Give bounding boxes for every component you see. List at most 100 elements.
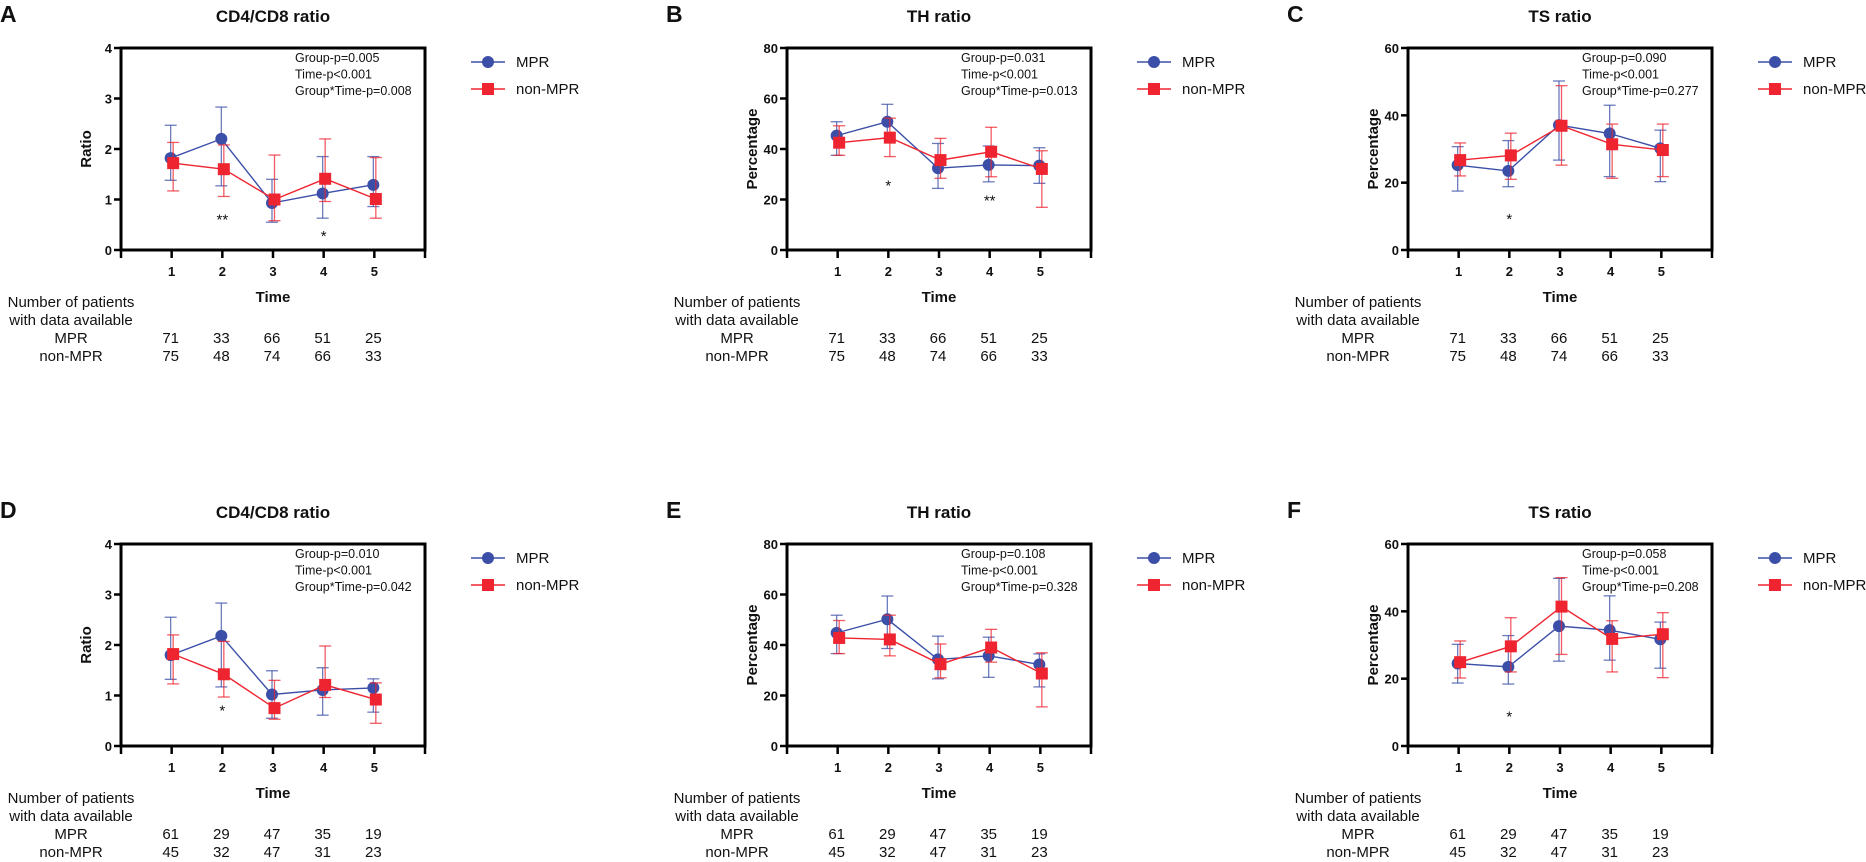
patient-count: 71 — [828, 330, 845, 347]
patient-count: 66 — [1601, 348, 1618, 365]
table-row-label: non-MPR — [39, 348, 103, 365]
patient-count: 66 — [264, 330, 281, 347]
data-point-square — [883, 633, 896, 646]
y-tick-label: 60 — [764, 92, 778, 107]
data-point-square — [1606, 138, 1619, 151]
p-value-text: Time-p<0.001 — [295, 564, 372, 578]
table-header: with data available — [8, 808, 132, 825]
patient-count: 23 — [1652, 844, 1669, 861]
data-point-circle — [367, 178, 380, 191]
legend-label: non-MPR — [1182, 577, 1246, 594]
data-point-square — [1504, 640, 1517, 653]
data-point-square — [1656, 144, 1669, 157]
patient-count: 25 — [1031, 330, 1048, 347]
y-axis-label: Percentage — [744, 109, 761, 190]
panel-letter: F — [1287, 497, 1301, 523]
legend-label: MPR — [516, 54, 550, 71]
patient-count: 33 — [1031, 348, 1048, 365]
patient-count: 33 — [879, 330, 896, 347]
y-axis-label: Percentage — [1365, 605, 1382, 686]
patient-count: 35 — [1601, 826, 1618, 843]
y-tick-label: 3 — [105, 588, 112, 603]
y-tick-label: 20 — [764, 193, 778, 208]
legend-label: MPR — [1803, 550, 1837, 567]
data-point-square — [883, 131, 896, 144]
plot-frame — [785, 46, 1093, 252]
y-tick-label: 1 — [105, 689, 112, 704]
panel-letter: A — [0, 1, 17, 27]
legend-circle-icon — [1148, 552, 1160, 564]
patient-count: 25 — [1652, 330, 1669, 347]
legend-circle-icon — [482, 56, 494, 68]
data-point-square — [369, 693, 382, 706]
patient-count: 51 — [314, 330, 331, 347]
patient-count: 29 — [1500, 826, 1517, 843]
x-tick-label: 2 — [219, 760, 226, 775]
y-tick-label: 0 — [771, 243, 778, 258]
y-tick-label: 40 — [1385, 108, 1399, 123]
x-tick-label: 5 — [1658, 264, 1665, 279]
legend-label: non-MPR — [1803, 81, 1866, 98]
data-point-circle — [367, 681, 380, 694]
data-point-square — [1035, 667, 1048, 680]
significance-marker: ** — [216, 212, 228, 229]
data-point-square — [268, 702, 281, 715]
table-header: Number of patients — [674, 790, 801, 807]
p-value-text: Group*Time-p=0.328 — [961, 580, 1078, 594]
legend-square-icon — [1148, 579, 1160, 591]
y-axis-label: Ratio — [78, 626, 95, 664]
y-tick-label: 2 — [105, 142, 112, 157]
x-tick-label: 5 — [1037, 264, 1044, 279]
data-point-square — [268, 193, 281, 206]
data-point-square — [167, 648, 180, 661]
y-axis-label: Ratio — [78, 130, 95, 168]
table-header: with data available — [1295, 808, 1419, 825]
series-non-mpr — [1454, 85, 1669, 180]
data-point-square — [1454, 154, 1467, 167]
chart-panel-a: A CD4/CD8 ratio 0 1 2 3 4 1 2 3 4 5 Time Ratio Group-p… — [0, 1, 580, 365]
y-tick-label: 2 — [105, 638, 112, 653]
table-row-label: non-MPR — [705, 844, 769, 861]
patient-count: 47 — [264, 844, 281, 861]
patient-count: 23 — [365, 844, 382, 861]
x-tick-label: 5 — [1658, 760, 1665, 775]
patient-count: 25 — [365, 330, 382, 347]
patient-count: 61 — [162, 826, 179, 843]
x-tick-label: 5 — [1037, 760, 1044, 775]
series-mpr — [1451, 577, 1667, 685]
x-tick-label: 2 — [219, 264, 226, 279]
x-tick-label: 4 — [986, 264, 994, 279]
p-value-text: Group-p=0.108 — [961, 547, 1045, 561]
patient-count: 71 — [162, 330, 179, 347]
x-axis-label: Time — [1543, 289, 1578, 306]
x-tick-label: 1 — [834, 264, 841, 279]
legend-circle-icon — [1769, 56, 1781, 68]
data-point-square — [1035, 162, 1048, 175]
y-tick-label: 60 — [1385, 41, 1399, 56]
chart-title: CD4/CD8 ratio — [216, 503, 330, 522]
patient-count: 47 — [264, 826, 281, 843]
x-tick-label: 1 — [168, 760, 175, 775]
y-tick-label: 40 — [764, 142, 778, 157]
p-value-text: Time-p<0.001 — [961, 68, 1038, 82]
p-value-text: Group*Time-p=0.208 — [1582, 580, 1699, 594]
data-point-square — [934, 658, 947, 671]
data-point-circle — [982, 158, 995, 171]
data-point-circle — [215, 629, 228, 642]
patient-count: 32 — [213, 844, 230, 861]
x-tick-label: 3 — [1556, 264, 1563, 279]
data-point-square — [1504, 149, 1517, 162]
patient-count: 51 — [980, 330, 997, 347]
legend-label: MPR — [1803, 54, 1837, 71]
data-point-square — [1555, 119, 1568, 132]
significance-marker: * — [885, 177, 891, 194]
x-tick-label: 1 — [834, 760, 841, 775]
table-row-label: MPR — [720, 826, 754, 843]
patient-count: 31 — [980, 844, 997, 861]
patient-count: 35 — [314, 826, 331, 843]
y-tick-label: 60 — [764, 588, 778, 603]
series-mpr — [830, 103, 1046, 190]
chart-title: TH ratio — [907, 503, 971, 522]
p-value-text: Group-p=0.005 — [295, 51, 379, 65]
